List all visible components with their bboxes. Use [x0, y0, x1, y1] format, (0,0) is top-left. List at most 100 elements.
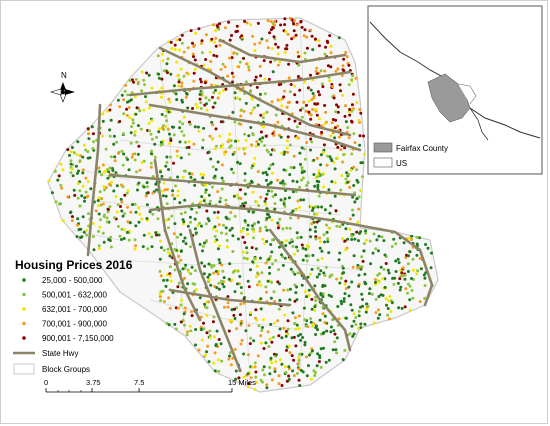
housing-dot — [352, 319, 356, 323]
housing-dot — [355, 168, 359, 172]
housing-dot — [410, 289, 414, 292]
housing-dot — [202, 327, 206, 331]
housing-dot — [85, 233, 88, 237]
housing-dot — [97, 212, 101, 216]
housing-dot — [342, 297, 346, 301]
housing-dot — [193, 183, 197, 187]
housing-dot — [266, 183, 270, 187]
housing-dot — [217, 258, 221, 262]
housing-dot — [222, 276, 226, 280]
housing-dot — [361, 161, 364, 165]
legend-swatch-4 — [22, 336, 26, 340]
housing-dot — [280, 336, 284, 340]
housing-dot — [122, 112, 126, 116]
housing-dot — [311, 108, 315, 111]
housing-dot — [259, 307, 263, 311]
housing-dot — [269, 28, 273, 32]
housing-dot — [81, 184, 85, 188]
housing-dot — [265, 216, 269, 220]
housing-dot — [263, 241, 266, 245]
housing-dot — [243, 132, 247, 136]
housing-dot — [288, 143, 292, 147]
housing-dot — [179, 233, 183, 236]
housing-dot — [134, 224, 138, 228]
housing-dot — [187, 152, 191, 156]
housing-dot — [302, 198, 306, 202]
housing-dot — [318, 236, 322, 240]
housing-dot — [344, 120, 348, 124]
housing-dot — [179, 303, 183, 307]
housing-dot — [218, 261, 222, 265]
housing-dot — [333, 332, 337, 336]
housing-dot — [306, 246, 310, 250]
housing-dot — [232, 313, 236, 317]
housing-dot — [320, 257, 324, 260]
housing-dot — [233, 290, 237, 294]
housing-dot — [177, 78, 181, 82]
housing-dot — [380, 235, 384, 239]
housing-dot — [266, 330, 270, 334]
housing-dot — [207, 278, 211, 282]
housing-dot — [301, 336, 305, 339]
housing-dot — [164, 164, 168, 168]
housing-dot — [351, 334, 355, 338]
housing-dot — [316, 205, 320, 209]
housing-dot — [343, 348, 347, 352]
housing-dot — [161, 126, 164, 130]
housing-dot — [76, 140, 80, 144]
housing-dot — [135, 140, 139, 144]
housing-dot — [333, 340, 337, 344]
housing-dot — [352, 132, 356, 136]
housing-dot — [309, 73, 312, 77]
housing-dot — [298, 352, 302, 356]
housing-dot — [306, 275, 310, 279]
housing-dot — [394, 270, 398, 273]
housing-dot — [297, 63, 301, 67]
housing-dot — [207, 300, 211, 304]
housing-dot — [351, 195, 355, 199]
housing-dot — [205, 314, 209, 318]
housing-dot — [200, 39, 204, 43]
housing-dot — [309, 88, 313, 92]
housing-dot — [325, 223, 328, 227]
housing-dot — [359, 326, 363, 330]
housing-dot — [203, 241, 206, 245]
housing-dot — [408, 298, 412, 302]
housing-dot — [279, 358, 282, 362]
housing-dot — [265, 110, 269, 114]
housing-dot — [181, 267, 185, 271]
housing-dot — [183, 236, 187, 240]
housing-dot — [306, 181, 310, 185]
housing-dot — [342, 69, 346, 73]
housing-dot — [213, 101, 217, 105]
housing-dot — [314, 299, 318, 303]
housing-dot — [199, 101, 203, 105]
housing-dot — [303, 343, 307, 347]
housing-dot — [345, 171, 349, 175]
housing-dot — [243, 172, 247, 176]
housing-dot — [218, 244, 221, 248]
housing-dot — [79, 227, 83, 231]
housing-dot — [410, 234, 414, 238]
housing-dot — [220, 263, 224, 267]
housing-dot — [379, 293, 383, 297]
housing-dot — [225, 239, 229, 242]
housing-dot — [309, 28, 313, 32]
housing-dot — [245, 257, 249, 261]
housing-dot — [278, 298, 282, 302]
housing-dot — [356, 220, 360, 224]
housing-dot — [283, 365, 287, 369]
housing-dot — [144, 194, 148, 198]
housing-dot — [253, 42, 257, 46]
housing-dot — [313, 308, 317, 312]
housing-dot — [118, 105, 122, 109]
housing-dot — [203, 353, 207, 357]
housing-dot — [336, 305, 340, 308]
housing-dot — [201, 138, 205, 142]
housing-dot — [197, 348, 201, 352]
housing-dot — [224, 226, 228, 230]
housing-dot — [159, 239, 162, 243]
housing-dot — [283, 51, 287, 54]
housing-dot — [230, 56, 234, 60]
housing-dot — [174, 184, 177, 188]
